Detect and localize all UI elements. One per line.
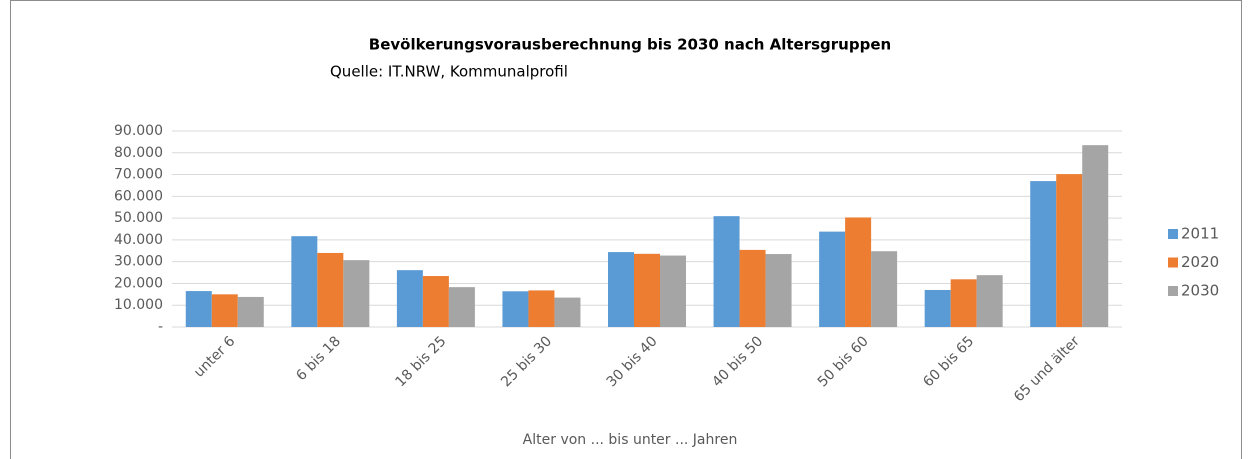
y-tick-label: 50.000: [114, 210, 163, 226]
bar: [396, 270, 423, 327]
bar: [871, 251, 898, 327]
legend-swatch: [1168, 257, 1178, 268]
y-tick-label: 80.000: [114, 145, 163, 161]
bar: [1082, 145, 1109, 327]
bar: [185, 291, 212, 327]
legend-swatch: [1168, 229, 1178, 239]
bar: [502, 291, 529, 327]
x-axis-label: Alter von ... bis unter ... Jahren: [523, 432, 738, 448]
legend-label: 2011: [1181, 225, 1219, 243]
y-tick-label: 90.000: [114, 123, 163, 139]
bar: [237, 296, 264, 327]
bar: [1056, 174, 1083, 327]
bar: [819, 231, 846, 327]
bar: [422, 276, 449, 327]
bar: [291, 236, 318, 327]
y-tick-label: -: [158, 319, 163, 335]
legend-label: 2020: [1181, 253, 1219, 271]
bar: [660, 255, 686, 327]
y-tick-label: 40.000: [114, 232, 163, 248]
chart-title: Bevölkerungsvorausberechnung bis 2030 na…: [369, 36, 891, 54]
bar: [765, 254, 792, 327]
bar: [528, 290, 555, 327]
bar: [1030, 181, 1057, 327]
chart-subtitle: Quelle: IT.NRW, Kommunalprofil: [330, 63, 568, 81]
bar: [845, 217, 872, 327]
y-tick-label: 30.000: [114, 254, 163, 270]
bar: [713, 216, 740, 327]
bar: [976, 275, 1003, 327]
y-tick-label: 70.000: [114, 167, 163, 183]
bar: [317, 252, 344, 327]
bar: [924, 289, 951, 327]
bar: [343, 260, 370, 327]
legend-label: 2030: [1181, 282, 1219, 300]
bar: [211, 294, 238, 327]
y-tick-label: 20.000: [114, 275, 163, 291]
bar: [608, 252, 634, 327]
bar: [739, 249, 766, 327]
y-tick-label: 60.000: [114, 188, 163, 204]
bar: [448, 287, 475, 327]
y-tick-label: 10.000: [114, 297, 163, 313]
bar: [950, 279, 977, 327]
legend-swatch: [1168, 286, 1178, 296]
bar: [634, 253, 660, 327]
bar: [554, 297, 581, 327]
